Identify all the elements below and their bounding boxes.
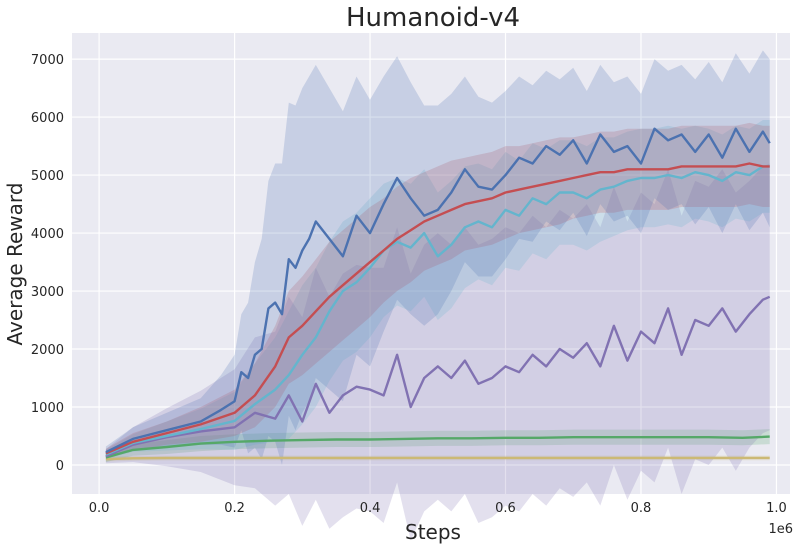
- y-axis-label: Average Reward: [3, 183, 27, 346]
- y-tick-label: 7000: [31, 53, 64, 68]
- x-offset-label: 1e6: [768, 522, 793, 537]
- x-tick-label: 0.6: [495, 501, 516, 516]
- confidence-bands: [105, 50, 770, 541]
- x-tick-label: 0.8: [631, 501, 652, 516]
- series-line: [105, 162, 770, 455]
- x-axis-ticks: 0.0 0.2 0.4 0.6 0.8 1.0: [89, 501, 787, 516]
- plot-area: [72, 33, 790, 494]
- series-band: [105, 163, 770, 541]
- y-axis-ticks: 0 1000 2000 3000 4000 5000 6000 7000: [31, 53, 64, 474]
- y-tick-label: 4000: [31, 227, 64, 242]
- x-tick-label: 0.2: [224, 501, 245, 516]
- x-tick-label: 1.0: [766, 501, 787, 516]
- series-band: [105, 120, 770, 460]
- y-tick-label: 6000: [31, 111, 64, 126]
- series-line: [105, 165, 770, 456]
- series-line: [105, 127, 771, 454]
- series-line: [105, 295, 771, 458]
- series-band: [105, 122, 770, 459]
- y-tick-label: 2000: [31, 343, 64, 358]
- x-tick-label: 0.4: [360, 501, 381, 516]
- chart-title: Humanoid-v4: [346, 3, 520, 33]
- x-tick-label: 0.0: [89, 501, 110, 516]
- y-tick-label: 0: [56, 459, 64, 474]
- y-tick-label: 3000: [31, 285, 64, 300]
- y-tick-label: 1000: [31, 401, 64, 416]
- x-axis-label: Steps: [405, 520, 461, 544]
- series-line: [105, 435, 770, 459]
- series-lines: [105, 127, 771, 461]
- y-tick-label: 5000: [31, 169, 64, 184]
- series-band: [105, 50, 770, 466]
- series-line: [105, 456, 770, 461]
